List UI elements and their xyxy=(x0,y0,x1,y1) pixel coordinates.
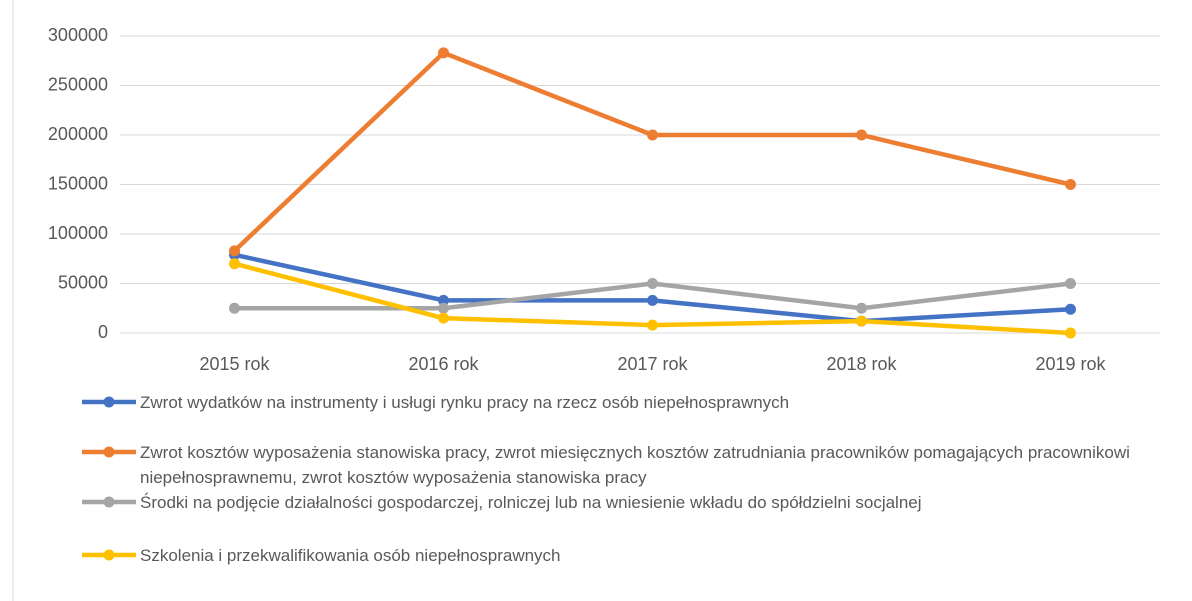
data-point xyxy=(856,302,867,314)
x-tick-label: 2016 rok xyxy=(408,354,479,374)
legend-item: Zwrot wydatków na instrumenty i usługi r… xyxy=(80,390,1180,415)
legend-marker xyxy=(103,446,115,458)
data-point xyxy=(438,47,449,59)
y-tick-label: 300000 xyxy=(48,25,108,45)
legend-label: Szkolenia i przekwalifikowania osób niep… xyxy=(140,546,561,565)
data-point xyxy=(647,129,658,141)
legend-marker xyxy=(103,496,115,508)
data-point xyxy=(647,319,658,331)
y-tick-label: 50000 xyxy=(58,272,108,292)
y-tick-label: 0 xyxy=(98,322,108,342)
data-point xyxy=(647,278,658,289)
data-point xyxy=(1065,303,1076,315)
legend-item: Zwrot kosztów wyposażenia stanowiska pra… xyxy=(80,440,1180,490)
y-tick-label: 250000 xyxy=(48,74,108,94)
data-point xyxy=(856,129,867,141)
data-point xyxy=(229,245,240,257)
legend-marker xyxy=(103,396,115,408)
y-tick-label: 100000 xyxy=(48,223,108,243)
x-tick-label: 2018 rok xyxy=(826,354,897,374)
x-tick-label: 2017 rok xyxy=(617,354,688,374)
data-point xyxy=(438,302,449,314)
legend-label: Środki na podjęcie działalności gospodar… xyxy=(140,493,922,512)
data-point xyxy=(438,294,449,306)
data-point xyxy=(1065,179,1076,190)
data-point xyxy=(229,302,240,314)
data-point xyxy=(1065,278,1076,289)
data-point xyxy=(856,315,867,327)
y-tick-label: 150000 xyxy=(48,173,108,193)
data-point xyxy=(438,312,449,324)
legend-swatch xyxy=(82,496,136,508)
legend-swatch xyxy=(82,446,136,458)
data-point xyxy=(229,258,240,270)
x-tick-label: 2019 rok xyxy=(1035,354,1106,374)
legend-label: Zwrot wydatków na instrumenty i usługi r… xyxy=(140,393,790,412)
x-tick-label: 2015 rok xyxy=(199,354,270,374)
data-point xyxy=(1065,327,1076,339)
legend-item: Szkolenia i przekwalifikowania osób niep… xyxy=(80,543,1180,568)
y-tick-label: 200000 xyxy=(48,124,108,144)
legend-swatch xyxy=(82,396,136,408)
series-line xyxy=(232,50,1072,253)
legend-label: Zwrot kosztów wyposażenia stanowiska pra… xyxy=(140,443,1130,487)
legend-marker xyxy=(103,549,115,561)
legend-swatch xyxy=(82,549,136,561)
legend-item: Środki na podjęcie działalności gospodar… xyxy=(80,490,1180,515)
data-point xyxy=(647,294,658,306)
